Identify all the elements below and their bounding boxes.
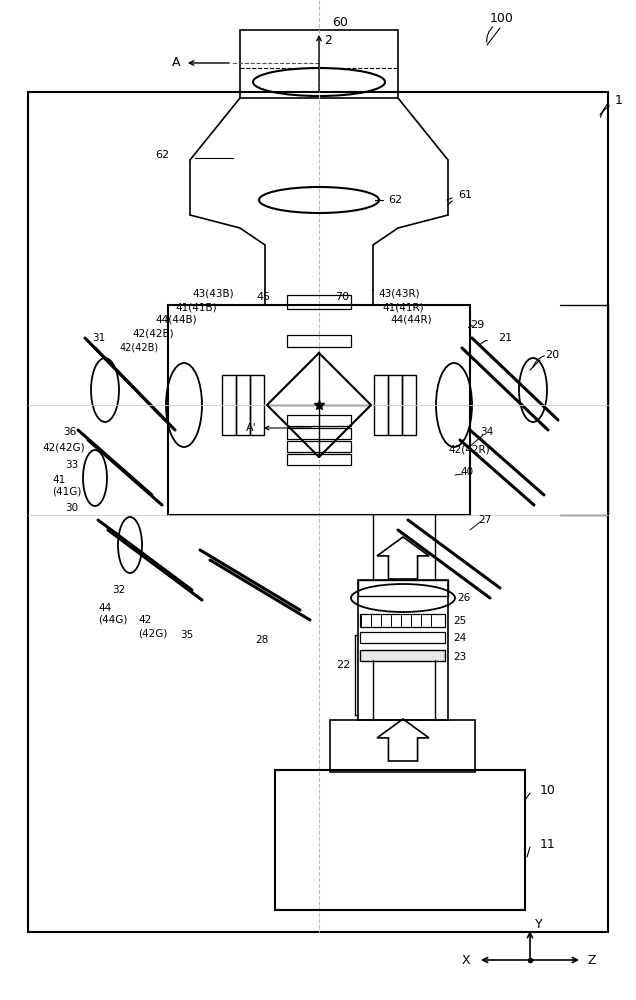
Text: 29: 29 — [470, 320, 484, 330]
Text: 60: 60 — [332, 15, 348, 28]
Text: 30: 30 — [65, 503, 78, 513]
Text: 21: 21 — [498, 333, 512, 343]
Text: 44(44R): 44(44R) — [390, 315, 432, 325]
Text: 23: 23 — [453, 652, 466, 662]
Bar — [360, 650, 445, 661]
Text: (42G): (42G) — [138, 628, 167, 638]
Text: 41(41B): 41(41B) — [175, 302, 217, 312]
Text: 62: 62 — [155, 150, 169, 160]
Text: 32: 32 — [112, 585, 125, 595]
Bar — [388, 375, 402, 435]
Bar — [287, 441, 351, 452]
Bar — [275, 770, 525, 910]
Bar — [250, 375, 264, 435]
Text: 43(43B): 43(43B) — [192, 288, 233, 298]
Text: 10: 10 — [540, 784, 556, 796]
Bar — [287, 335, 351, 347]
Text: 11: 11 — [540, 838, 556, 852]
Bar — [287, 415, 351, 426]
Text: X: X — [461, 954, 470, 966]
Text: 36: 36 — [63, 427, 76, 437]
Text: 44(44B): 44(44B) — [155, 315, 197, 325]
Bar — [374, 375, 388, 435]
Text: 43(43R): 43(43R) — [378, 288, 420, 298]
Text: 61: 61 — [458, 190, 472, 200]
Text: 42(42B): 42(42B) — [120, 343, 159, 353]
Text: 1: 1 — [615, 94, 623, 106]
Text: 42(42B): 42(42B) — [132, 329, 174, 339]
Text: 41: 41 — [52, 475, 66, 485]
Bar — [222, 375, 236, 435]
Text: 25: 25 — [453, 616, 466, 626]
Bar — [360, 632, 445, 643]
Bar — [360, 614, 445, 627]
Text: Y: Y — [535, 918, 543, 932]
Text: 20: 20 — [545, 350, 559, 360]
Bar — [287, 454, 351, 465]
Text: (41G): (41G) — [52, 487, 81, 497]
Text: 33: 33 — [65, 460, 78, 470]
Bar — [330, 720, 475, 772]
Bar — [287, 295, 351, 309]
Text: 2: 2 — [324, 33, 332, 46]
Text: 26: 26 — [457, 593, 470, 603]
Text: 22: 22 — [336, 660, 350, 670]
Text: 41(41R): 41(41R) — [382, 302, 424, 312]
Text: 45: 45 — [256, 292, 270, 302]
Text: 70: 70 — [335, 292, 349, 302]
Bar — [240, 30, 398, 98]
Text: 44: 44 — [98, 603, 111, 613]
Bar — [358, 580, 448, 596]
Text: 35: 35 — [180, 630, 193, 640]
Text: 100: 100 — [490, 11, 514, 24]
Text: (44G): (44G) — [98, 615, 127, 625]
Text: A: A — [172, 56, 180, 70]
Bar — [28, 92, 608, 932]
Bar — [402, 375, 416, 435]
Text: 42: 42 — [138, 615, 151, 625]
Text: 42(42R): 42(42R) — [448, 445, 490, 455]
Text: 28: 28 — [255, 635, 268, 645]
Text: 34: 34 — [480, 427, 494, 437]
Text: Z: Z — [588, 954, 597, 966]
Text: 24: 24 — [453, 633, 466, 643]
Bar — [236, 375, 250, 435]
Text: 40: 40 — [460, 467, 473, 477]
Text: 27: 27 — [478, 515, 491, 525]
Text: 31: 31 — [92, 333, 105, 343]
Text: 42(42G): 42(42G) — [42, 442, 85, 452]
Bar — [358, 580, 448, 720]
Text: A': A' — [246, 423, 257, 433]
Bar — [287, 428, 351, 439]
Bar — [168, 305, 470, 515]
Text: 62: 62 — [388, 195, 402, 205]
